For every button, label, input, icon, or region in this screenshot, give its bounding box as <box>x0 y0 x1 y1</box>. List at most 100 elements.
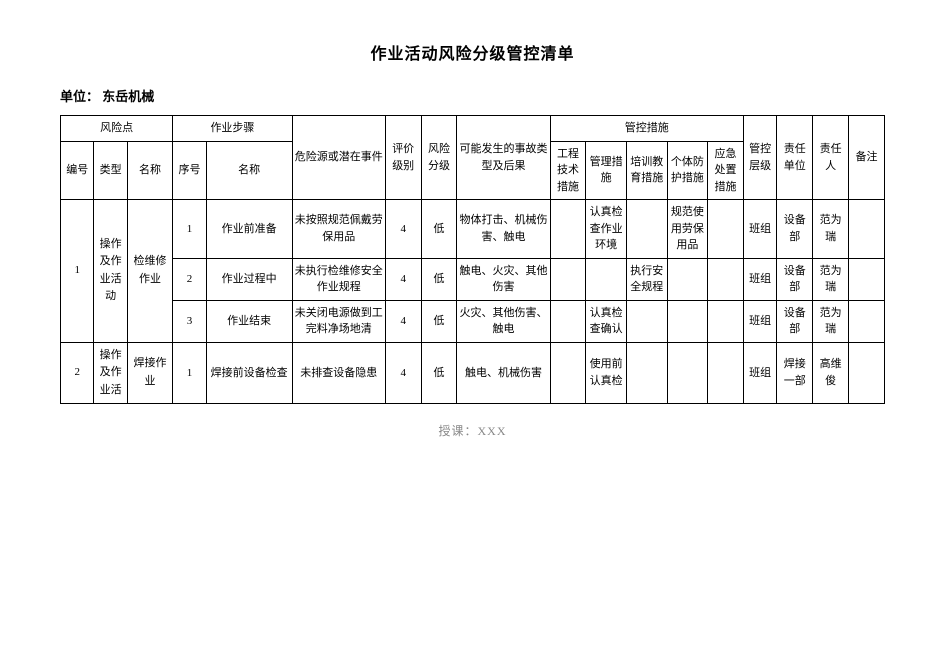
hdr-accident: 可能发生的事故类型及后果 <box>457 116 550 200</box>
hdr-work-step: 作业步骤 <box>173 116 292 142</box>
table-row: 1 操作及作业活动 检维修作业 1 作业前准备 未按照规范佩戴劳保用品 4 低 … <box>61 200 885 259</box>
cell-eval-level: 4 <box>385 258 421 300</box>
document-title: 作业活动风险分级管控清单 <box>60 40 885 64</box>
cell-m-emerg <box>708 258 744 300</box>
hdr-eval-level: 评价级别 <box>385 116 421 200</box>
cell-risk-grade: 低 <box>421 200 457 259</box>
cell-name: 焊接作业 <box>127 342 172 404</box>
cell-resp-dept: 设备部 <box>777 300 813 342</box>
cell-step-name: 作业过程中 <box>206 258 292 300</box>
cell-risk-grade: 低 <box>421 300 457 342</box>
cell-ctrl-level: 班组 <box>743 258 776 300</box>
unit-line: 单位： 东岳机械 <box>60 86 885 105</box>
cell-step-name: 焊接前设备检查 <box>206 342 292 404</box>
cell-eval-level: 4 <box>385 200 421 259</box>
table-row: 2 作业过程中 未执行检维修安全作业规程 4 低 触电、火灾、其他伤害 执行安全… <box>61 258 885 300</box>
hdr-type: 类型 <box>94 141 127 200</box>
page-container: 作业活动风险分级管控清单 单位： 东岳机械 风险点 作业步骤 危险源或潜在事件 … <box>0 0 945 439</box>
cell-m-mgmt: 认真检查确认 <box>586 300 627 342</box>
table-row: 2 操作及作业活 焊接作业 1 焊接前设备检查 未排查设备隐患 4 低 触电、机… <box>61 342 885 404</box>
cell-hazard: 未关闭电源做到工完料净场地清 <box>292 300 385 342</box>
hdr-name: 名称 <box>127 141 172 200</box>
hdr-m-eng: 工程技术措施 <box>550 141 586 200</box>
cell-m-train <box>626 300 667 342</box>
risk-table: 风险点 作业步骤 危险源或潜在事件 评价级别 风险分级 可能发生的事故类型及后果… <box>60 115 885 404</box>
cell-resp-person: 范为瑞 <box>813 200 849 259</box>
cell-m-emerg <box>708 200 744 259</box>
cell-resp-dept: 焊接一部 <box>777 342 813 404</box>
cell-type: 操作及作业活 <box>94 342 127 404</box>
cell-resp-person: 范为瑞 <box>813 300 849 342</box>
cell-m-emerg <box>708 300 744 342</box>
unit-value: 东岳机械 <box>102 89 154 104</box>
cell-hazard: 未执行检维修安全作业规程 <box>292 258 385 300</box>
cell-m-mgmt <box>586 258 627 300</box>
table-header: 风险点 作业步骤 危险源或潜在事件 评价级别 风险分级 可能发生的事故类型及后果… <box>61 116 885 200</box>
hdr-step-name: 名称 <box>206 141 292 200</box>
hdr-risk-point: 风险点 <box>61 116 173 142</box>
cell-seq: 3 <box>173 300 206 342</box>
hdr-ctrl-level: 管控层级 <box>743 116 776 200</box>
cell-name: 检维修作业 <box>127 200 172 343</box>
cell-ctrl-level: 班组 <box>743 342 776 404</box>
hdr-hazard: 危险源或潜在事件 <box>292 116 385 200</box>
cell-ctrl-level: 班组 <box>743 200 776 259</box>
cell-m-ppe <box>667 258 708 300</box>
cell-num: 1 <box>61 200 94 343</box>
footer-text: 授课：XXX <box>60 422 885 439</box>
cell-accident: 触电、火灾、其他伤害 <box>457 258 550 300</box>
cell-m-mgmt: 认真检查作业环境 <box>586 200 627 259</box>
cell-m-eng <box>550 300 586 342</box>
cell-note <box>849 258 885 300</box>
cell-note <box>849 300 885 342</box>
header-row-1: 风险点 作业步骤 危险源或潜在事件 评价级别 风险分级 可能发生的事故类型及后果… <box>61 116 885 142</box>
cell-m-emerg <box>708 342 744 404</box>
cell-eval-level: 4 <box>385 300 421 342</box>
cell-risk-grade: 低 <box>421 258 457 300</box>
cell-resp-dept: 设备部 <box>777 200 813 259</box>
cell-seq: 1 <box>173 200 206 259</box>
hdr-m-emerg: 应急处置措施 <box>708 141 744 200</box>
cell-m-train <box>626 200 667 259</box>
hdr-m-mgmt: 管理措施 <box>586 141 627 200</box>
hdr-resp-person: 责任人 <box>813 116 849 200</box>
cell-step-name: 作业结束 <box>206 300 292 342</box>
cell-resp-person: 高维俊 <box>813 342 849 404</box>
cell-accident: 触电、机械伤害 <box>457 342 550 404</box>
hdr-m-ppe: 个体防护措施 <box>667 141 708 200</box>
cell-accident: 火灾、其他伤害、触电 <box>457 300 550 342</box>
cell-hazard: 未排查设备隐患 <box>292 342 385 404</box>
unit-label: 单位： <box>60 89 99 104</box>
cell-m-eng <box>550 200 586 259</box>
hdr-m-train: 培训教育措施 <box>626 141 667 200</box>
cell-resp-person: 范为瑞 <box>813 258 849 300</box>
cell-risk-grade: 低 <box>421 342 457 404</box>
cell-accident: 物体打击、机械伤害、触电 <box>457 200 550 259</box>
table-body: 1 操作及作业活动 检维修作业 1 作业前准备 未按照规范佩戴劳保用品 4 低 … <box>61 200 885 404</box>
cell-eval-level: 4 <box>385 342 421 404</box>
hdr-seq: 序号 <box>173 141 206 200</box>
cell-resp-dept: 设备部 <box>777 258 813 300</box>
hdr-note: 备注 <box>849 116 885 200</box>
hdr-num: 编号 <box>61 141 94 200</box>
cell-m-ppe: 规范使用劳保用品 <box>667 200 708 259</box>
table-row: 3 作业结束 未关闭电源做到工完料净场地清 4 低 火灾、其他伤害、触电 认真检… <box>61 300 885 342</box>
cell-hazard: 未按照规范佩戴劳保用品 <box>292 200 385 259</box>
cell-note <box>849 342 885 404</box>
cell-seq: 2 <box>173 258 206 300</box>
cell-m-train: 执行安全规程 <box>626 258 667 300</box>
cell-seq: 1 <box>173 342 206 404</box>
hdr-risk-grade: 风险分级 <box>421 116 457 200</box>
cell-m-train <box>626 342 667 404</box>
hdr-resp-dept: 责任单位 <box>777 116 813 200</box>
cell-step-name: 作业前准备 <box>206 200 292 259</box>
cell-m-ppe <box>667 300 708 342</box>
cell-m-eng <box>550 342 586 404</box>
cell-ctrl-level: 班组 <box>743 300 776 342</box>
cell-m-eng <box>550 258 586 300</box>
cell-m-ppe <box>667 342 708 404</box>
cell-note <box>849 200 885 259</box>
cell-num: 2 <box>61 342 94 404</box>
cell-m-mgmt: 使用前认真检 <box>586 342 627 404</box>
cell-type: 操作及作业活动 <box>94 200 127 343</box>
